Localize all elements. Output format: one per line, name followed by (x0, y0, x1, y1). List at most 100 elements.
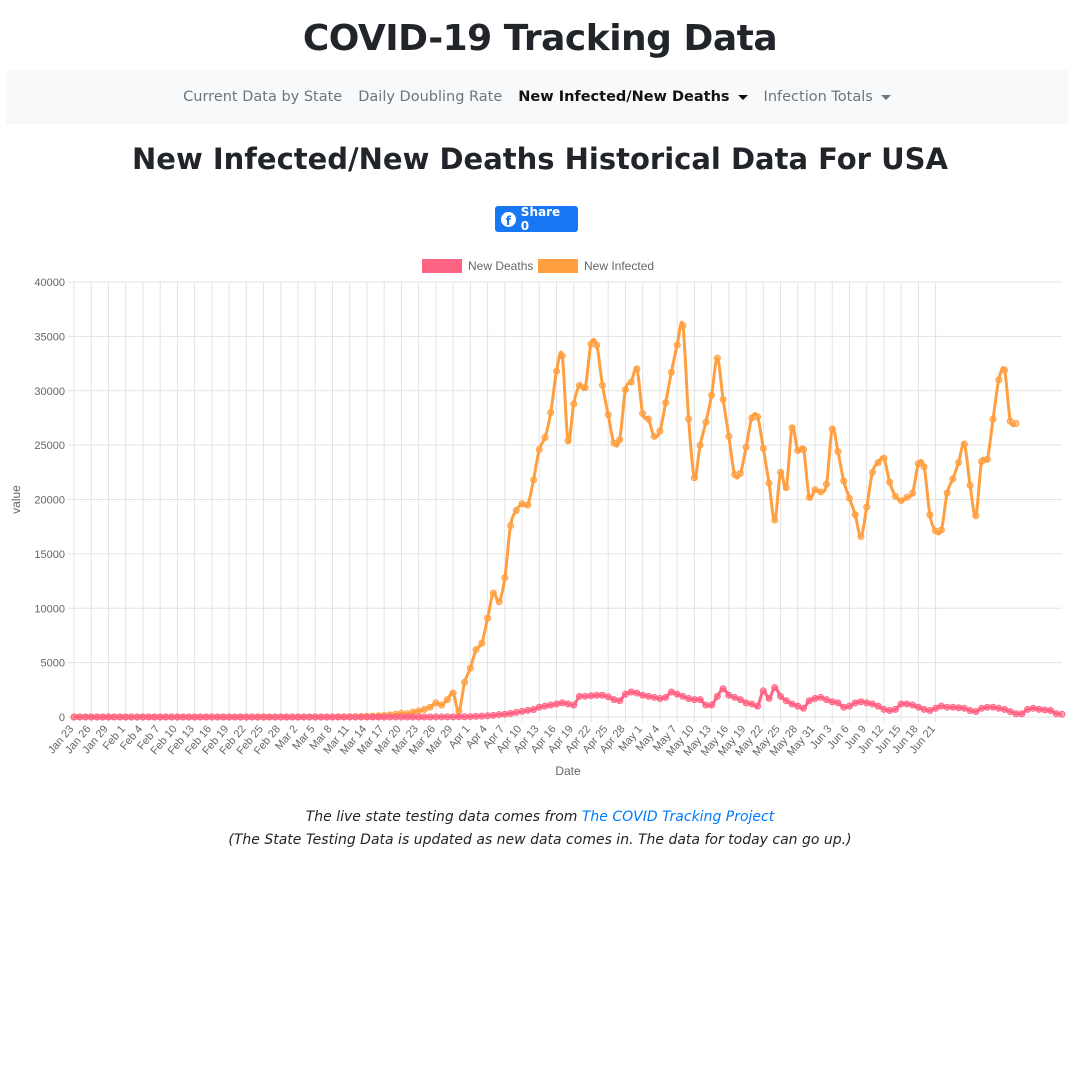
data-point (920, 705, 928, 713)
series-new-infected (70, 320, 1020, 721)
footer-note: (The State Testing Data is updated as ne… (228, 832, 852, 848)
data-point (949, 703, 957, 711)
data-point (219, 713, 227, 721)
data-point (1012, 710, 1020, 718)
data-point (662, 693, 670, 701)
data-point (1047, 706, 1055, 714)
y-tick-label: 20000 (34, 495, 65, 507)
data-point (713, 354, 721, 362)
data-point (104, 713, 112, 721)
data-point (461, 713, 469, 721)
data-point (363, 713, 371, 721)
data-point (857, 698, 865, 706)
data-point (736, 469, 744, 477)
data-point (972, 708, 980, 716)
data-point (403, 713, 411, 721)
data-point (409, 713, 417, 721)
data-point (759, 687, 767, 695)
data-point (168, 713, 176, 721)
data-point (1029, 704, 1037, 712)
data-point (955, 459, 963, 467)
data-point (891, 705, 899, 713)
data-point (438, 701, 446, 709)
data-point (558, 699, 566, 707)
data-point (547, 409, 555, 416)
facebook-icon: f (501, 211, 516, 227)
y-tick-label: 25000 (34, 440, 65, 452)
navbar: Current Data by State Daily Doubling Rat… (6, 70, 1068, 124)
data-point (598, 381, 606, 389)
data-point (162, 713, 170, 721)
series-new-deaths (70, 684, 1066, 721)
y-tick-label: 40000 (34, 277, 65, 289)
nav-item-infection-totals[interactable]: Infection Totals (764, 89, 891, 105)
data-point (955, 704, 963, 712)
y-tick-label: 0 (59, 712, 65, 724)
data-point (179, 713, 187, 721)
data-point (685, 415, 693, 423)
data-point (489, 711, 497, 719)
data-point (1052, 710, 1060, 718)
y-tick-label: 30000 (34, 386, 65, 398)
chart-grid (68, 281, 1062, 722)
data-point (742, 699, 750, 707)
nav-item-label: Current Data by State (183, 89, 343, 105)
data-point (685, 695, 693, 703)
data-point (828, 425, 836, 433)
line-chart: 0 5000 10000 15000 20000 25000 30000 35000 40000… (9, 259, 1066, 778)
data-point (966, 481, 974, 489)
data-point (87, 713, 95, 721)
data-point (731, 470, 739, 478)
data-point (484, 614, 492, 622)
legend-swatch-new-deaths (422, 259, 462, 273)
data-point (202, 713, 210, 721)
data-point (340, 713, 348, 721)
nav-item-daily-doubling-rate[interactable]: Daily Doubling Rate (358, 89, 502, 105)
data-point (587, 340, 595, 348)
data-point (472, 712, 480, 720)
y-tick-label: 15000 (34, 549, 65, 561)
data-point (725, 691, 733, 699)
data-point (547, 701, 555, 709)
data-point (237, 713, 245, 721)
data-point (426, 703, 434, 711)
data-point (81, 713, 89, 721)
data-point (903, 700, 911, 708)
facebook-share-button[interactable]: f Share 0 (495, 205, 578, 233)
data-point (800, 445, 808, 453)
data-point (478, 712, 486, 720)
data-point (995, 376, 1003, 384)
nav-item-current-data-by-state[interactable]: Current Data by State (183, 89, 342, 105)
data-point (93, 713, 101, 721)
data-point (443, 696, 451, 704)
data-point (461, 678, 469, 686)
data-point (978, 704, 986, 712)
data-point (139, 713, 147, 721)
data-point (627, 688, 635, 696)
data-point (1035, 705, 1043, 713)
data-point (914, 703, 922, 711)
data-point (610, 696, 618, 704)
data-point (777, 468, 785, 476)
covid-tracking-project-link[interactable]: The COVID Tracking Project (581, 809, 775, 825)
data-point (196, 713, 204, 721)
data-point (851, 511, 859, 519)
data-point (260, 713, 268, 721)
data-point (466, 713, 474, 721)
data-point (598, 691, 606, 699)
data-point (983, 455, 991, 463)
data-point (794, 702, 802, 710)
data-point (845, 494, 853, 502)
data-point (145, 713, 153, 721)
data-point (644, 415, 652, 423)
data-point (903, 493, 911, 501)
nav-item-new-infected-new-deaths[interactable]: New Infected/New Deaths (518, 89, 748, 105)
data-point (231, 713, 239, 721)
data-point (558, 352, 566, 360)
data-point (949, 475, 957, 483)
data-point (173, 713, 181, 721)
data-point (311, 713, 319, 721)
data-point (811, 695, 819, 703)
data-point (277, 713, 285, 721)
data-point (248, 713, 256, 721)
